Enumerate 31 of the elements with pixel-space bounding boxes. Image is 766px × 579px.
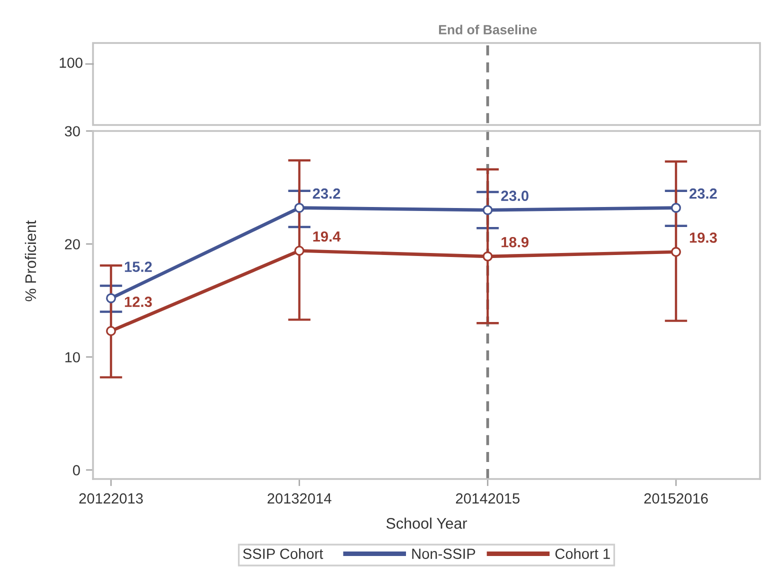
data-label: 23.2 [690, 188, 717, 199]
point [106, 293, 116, 304]
legend-label: Non-SSIP [412, 548, 476, 559]
point [671, 246, 682, 257]
y-axis-title: % Proficient [24, 220, 36, 302]
point [294, 202, 304, 213]
x-tick-label: 20132014 [268, 493, 332, 504]
point [294, 246, 304, 256]
data-label: 23.0 [501, 190, 528, 202]
data-label: 18.9 [502, 237, 529, 248]
data-label: 23.2 [312, 188, 340, 199]
legend-label: Cohort 1 [555, 548, 610, 559]
data-label: 15.2 [124, 262, 152, 272]
y-tick-label: 10 [65, 352, 80, 362]
ref-line-label: End of Baseline [439, 24, 537, 34]
legend-title: SSIP Cohort [243, 548, 324, 559]
x-axis-title: School Year [386, 518, 468, 529]
data-label: 19.4 [313, 231, 341, 242]
point [482, 251, 493, 262]
point [106, 326, 116, 336]
data-label: 12.3 [124, 296, 152, 308]
point [482, 205, 493, 216]
x-tick-label: 20122013 [79, 493, 143, 504]
point [671, 202, 682, 213]
x-tick-label: 20142015 [456, 493, 520, 504]
y-tick-label: 30 [64, 126, 80, 136]
text: 100 [60, 58, 82, 68]
y-tick-label: 20 [65, 239, 80, 250]
data-label: 19.3 [690, 232, 717, 243]
y-tick-label: 0 [72, 465, 80, 476]
x-tick-label: 20152016 [644, 493, 708, 504]
